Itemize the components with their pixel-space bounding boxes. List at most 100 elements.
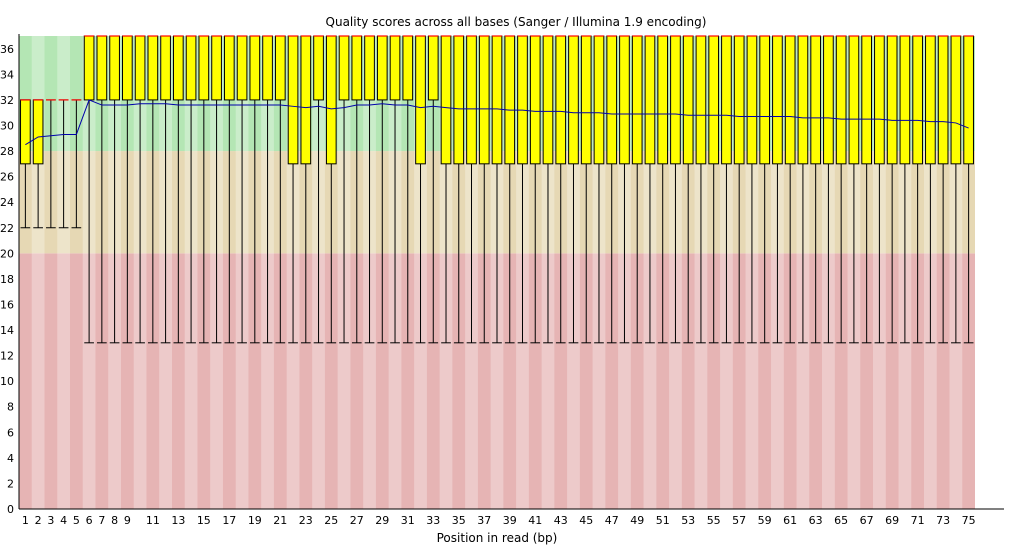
x-tick-6: 6 <box>86 514 93 527</box>
x-tick-13: 13 <box>171 514 185 527</box>
x-tick-67: 67 <box>860 514 874 527</box>
y-tick-36: 36 <box>0 43 14 56</box>
box-34 <box>440 35 452 165</box>
x-axis-label: Position in read (bp) <box>437 531 558 545</box>
x-tick-69: 69 <box>885 514 899 527</box>
y-tick-20: 20 <box>0 247 14 260</box>
mean-line <box>25 99 969 146</box>
box-66 <box>848 35 860 165</box>
x-tick-39: 39 <box>503 514 517 527</box>
box-46 <box>593 35 605 165</box>
y-tick-30: 30 <box>0 119 14 132</box>
box-72 <box>925 35 936 165</box>
x-tick-33: 33 <box>426 514 440 527</box>
x-tick-63: 63 <box>809 514 823 527</box>
x-tick-21: 21 <box>273 514 287 527</box>
x-tick-51: 51 <box>656 514 670 527</box>
box-7 <box>96 35 108 101</box>
box-45 <box>580 35 592 165</box>
box-69 <box>886 35 898 165</box>
box-21 <box>274 35 286 101</box>
box-23 <box>300 35 312 165</box>
box-25 <box>325 35 337 165</box>
y-tick-22: 22 <box>0 222 14 235</box>
box-12 <box>160 35 171 101</box>
box-42 <box>542 35 554 165</box>
x-tick-5: 5 <box>73 514 80 527</box>
box-59 <box>759 35 771 165</box>
y-tick-8: 8 <box>7 401 14 414</box>
y-tick-34: 34 <box>0 68 14 81</box>
box-26 <box>338 35 350 101</box>
box-17 <box>223 35 235 101</box>
box-9 <box>122 35 133 101</box>
box-29 <box>376 35 388 101</box>
box-52 <box>670 35 681 165</box>
x-tick-3: 3 <box>47 514 54 527</box>
axes-group <box>18 34 1004 510</box>
x-tick-43: 43 <box>554 514 568 527</box>
y-tick-10: 10 <box>0 375 14 388</box>
y-tick-4: 4 <box>7 452 14 465</box>
x-tick-45: 45 <box>579 514 593 527</box>
box-55 <box>708 35 720 165</box>
box-41 <box>529 35 541 165</box>
x-tick-75: 75 <box>962 514 976 527</box>
box-49 <box>631 35 643 165</box>
box-71 <box>912 35 923 165</box>
x-tick-73: 73 <box>936 514 950 527</box>
x-tick-15: 15 <box>197 514 211 527</box>
box-10 <box>134 35 146 101</box>
x-tick-1: 1 <box>22 514 29 527</box>
x-tick-23: 23 <box>299 514 313 527</box>
y-tick-12: 12 <box>0 350 14 363</box>
box-31 <box>402 35 414 101</box>
box-33 <box>427 35 439 101</box>
box-2 <box>32 99 44 165</box>
box-48 <box>619 35 630 165</box>
x-tick-9: 9 <box>124 514 131 527</box>
box-30 <box>389 35 401 101</box>
x-tick-19: 19 <box>248 514 262 527</box>
box-62 <box>797 35 809 165</box>
box-47 <box>606 35 618 165</box>
box-16 <box>211 35 222 101</box>
box-22 <box>287 35 299 165</box>
box-8 <box>109 35 120 101</box>
box-58 <box>746 35 758 165</box>
box-13 <box>172 35 184 101</box>
x-tick-41: 41 <box>528 514 542 527</box>
box-6 <box>83 35 95 101</box>
y-tick-26: 26 <box>0 171 14 184</box>
box-63 <box>810 35 822 165</box>
box-38 <box>491 35 503 165</box>
box-11 <box>147 35 159 101</box>
box-15 <box>198 35 210 101</box>
y-tick-2: 2 <box>7 477 14 490</box>
x-tick-8: 8 <box>111 514 118 527</box>
x-tick-47: 47 <box>605 514 619 527</box>
box-54 <box>695 35 707 165</box>
x-tick-17: 17 <box>222 514 236 527</box>
x-tick-7: 7 <box>98 514 105 527</box>
x-tick-4: 4 <box>60 514 67 527</box>
x-tick-61: 61 <box>783 514 797 527</box>
y-tick-24: 24 <box>0 196 14 209</box>
box-44 <box>568 35 579 165</box>
box-37 <box>478 35 490 165</box>
box-64 <box>823 35 834 165</box>
y-tick-18: 18 <box>0 273 14 286</box>
y-tick-28: 28 <box>0 145 14 158</box>
box-74 <box>950 35 962 165</box>
box-24 <box>313 35 324 101</box>
box-51 <box>657 35 669 165</box>
box-68 <box>874 35 885 165</box>
y-tick-32: 32 <box>0 94 14 107</box>
x-tick-31: 31 <box>401 514 415 527</box>
medians-group <box>20 35 974 101</box>
x-tick-labels: 1 2 3 4 5 6 7 8 9 11 13 15 17 19 21 23 25 27 29 31 33 35 37 39 4… <box>22 514 976 527</box>
box-20 <box>262 35 273 101</box>
box-43 <box>555 35 567 165</box>
x-tick-53: 53 <box>681 514 695 527</box>
